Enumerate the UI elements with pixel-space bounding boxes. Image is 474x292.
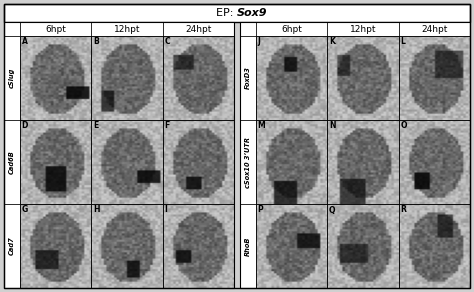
Bar xyxy=(328,36,399,120)
Bar xyxy=(91,36,163,120)
Text: cSlug: cSlug xyxy=(9,68,15,88)
Bar xyxy=(4,36,20,120)
Bar xyxy=(4,22,20,36)
Text: 12hpt: 12hpt xyxy=(114,25,140,34)
Bar xyxy=(91,22,163,36)
Bar xyxy=(328,22,399,36)
Bar xyxy=(240,120,256,204)
Bar xyxy=(4,22,234,288)
Bar xyxy=(240,22,470,288)
Bar xyxy=(20,22,91,36)
Bar xyxy=(20,36,91,120)
Text: cSox10 3’UTR: cSox10 3’UTR xyxy=(245,136,251,187)
Text: H: H xyxy=(93,206,100,215)
Bar xyxy=(328,204,399,288)
Bar xyxy=(163,204,234,288)
Text: 24hpt: 24hpt xyxy=(185,25,211,34)
Text: D: D xyxy=(21,121,28,131)
Bar xyxy=(256,22,328,36)
Text: Sox9: Sox9 xyxy=(237,8,267,18)
Text: F: F xyxy=(164,121,169,131)
Bar xyxy=(240,36,256,120)
Bar xyxy=(4,4,470,22)
Text: FoxD3: FoxD3 xyxy=(245,67,251,89)
Text: L: L xyxy=(400,37,405,46)
Text: A: A xyxy=(21,37,27,46)
Bar xyxy=(20,120,91,204)
Bar xyxy=(399,120,470,204)
Text: EP:: EP: xyxy=(216,8,237,18)
Bar xyxy=(163,120,234,204)
Text: R: R xyxy=(400,206,406,215)
Bar xyxy=(256,120,328,204)
Bar xyxy=(20,204,91,288)
Text: C: C xyxy=(164,37,170,46)
Text: E: E xyxy=(93,121,98,131)
Bar xyxy=(4,120,20,204)
Text: P: P xyxy=(257,206,263,215)
Bar xyxy=(240,204,256,288)
Text: I: I xyxy=(164,206,167,215)
Text: Q: Q xyxy=(329,206,335,215)
Bar xyxy=(399,204,470,288)
Text: RhoB: RhoB xyxy=(245,236,251,256)
Bar xyxy=(399,22,470,36)
Text: N: N xyxy=(329,121,335,131)
Bar xyxy=(256,204,328,288)
Text: B: B xyxy=(93,37,99,46)
Bar xyxy=(399,36,470,120)
Text: Cad6B: Cad6B xyxy=(9,150,15,174)
Text: K: K xyxy=(329,37,335,46)
Bar xyxy=(240,22,256,36)
Bar xyxy=(328,120,399,204)
Bar xyxy=(163,22,234,36)
Text: O: O xyxy=(400,121,407,131)
Bar xyxy=(4,204,20,288)
Bar xyxy=(256,36,328,120)
Text: J: J xyxy=(257,37,260,46)
Text: 12hpt: 12hpt xyxy=(350,25,376,34)
Bar xyxy=(91,120,163,204)
Text: 24hpt: 24hpt xyxy=(421,25,447,34)
Text: 6hpt: 6hpt xyxy=(281,25,302,34)
Text: 6hpt: 6hpt xyxy=(45,25,66,34)
Text: G: G xyxy=(21,206,28,215)
Bar xyxy=(163,36,234,120)
Text: Cad7: Cad7 xyxy=(9,237,15,256)
Text: M: M xyxy=(257,121,265,131)
Bar xyxy=(91,204,163,288)
